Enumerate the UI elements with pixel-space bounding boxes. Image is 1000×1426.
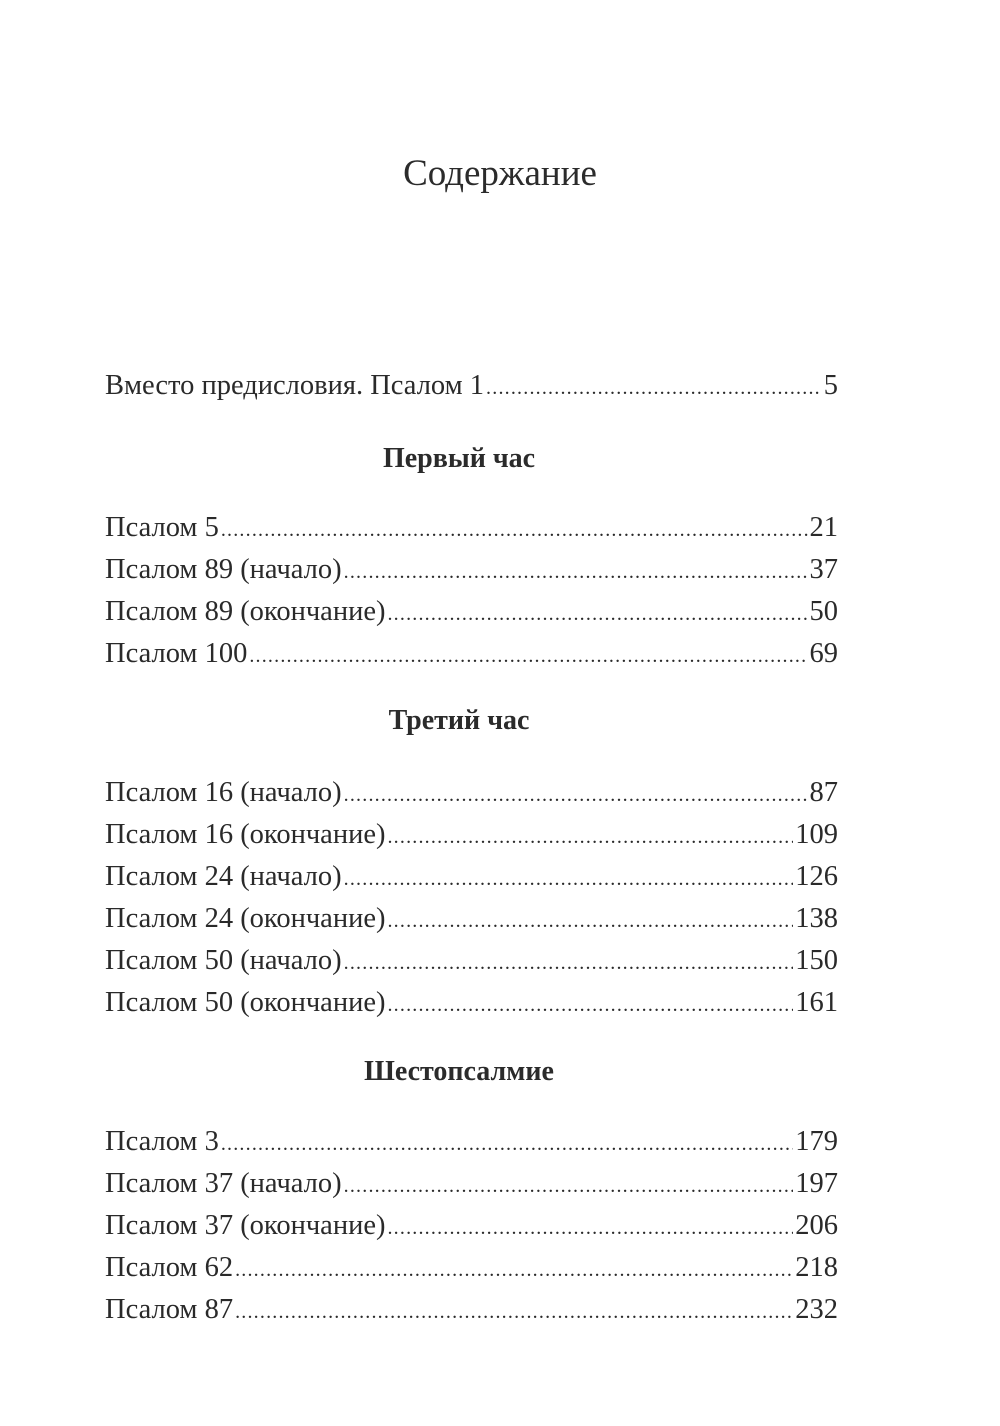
toc-entry-page: 150 [795,945,838,976]
toc-entry-label: Псалом 50 (начало) [105,945,342,976]
section-heading: Третий час [388,705,530,736]
toc-entry: Псалом 89 (начало) 37 [105,550,838,590]
toc-entry-label: Псалом 89 (начало) [105,554,342,585]
dot-leader [221,510,808,550]
toc-entry-label: Псалом 89 (окончание) [105,596,386,627]
toc-entry: Псалом 50 (окончание) 161 [105,983,838,1023]
toc-entry-label: Вместо предисловия. Псалом 1 [105,370,485,401]
toc-entry-page: 138 [795,903,838,934]
toc-entry-page: 218 [795,1252,838,1283]
toc-entry-page: 206 [795,1210,838,1241]
toc-entry-page: 197 [795,1168,838,1199]
toc-entry: Псалом 24 (окончание) 138 [105,899,838,939]
dot-leader [344,943,794,983]
toc-entry-label: Псалом 24 (начало) [105,861,342,892]
toc-entry-page: 126 [795,861,838,892]
dot-leader [235,1250,793,1290]
dot-leader [387,594,807,634]
toc-entry-page: 5 [823,370,838,401]
dot-leader [235,1292,793,1332]
toc-entry-label: Псалом 87 [105,1294,234,1325]
dot-leader [387,985,793,1025]
toc-entry: Псалом 24 (начало) 126 [105,857,838,897]
toc-entry: Псалом 89 (окончание) 50 [105,592,838,632]
toc-entry: Псалом 50 (начало) 150 [105,941,838,981]
toc-entry-page: 50 [809,596,839,627]
toc-entry-page: 37 [809,554,839,585]
toc-entry: Псалом 16 (окончание) 109 [105,815,838,855]
dot-leader [344,775,808,815]
dot-leader [344,859,794,899]
section-heading: Первый час [382,443,536,474]
toc-entry: Псалом 16 (начало) 87 [105,773,838,813]
section-heading: Шестопсалмие [364,1056,554,1087]
dot-leader [221,1124,793,1164]
toc-entry-label: Псалом 62 [105,1252,234,1283]
dot-leader [249,636,807,676]
toc-entry-page: 161 [795,987,838,1018]
toc-entry-label: Псалом 16 (окончание) [105,819,386,850]
dot-leader [344,1166,794,1206]
toc-entry: Псалом 37 (начало) 197 [105,1164,838,1204]
toc-entry-page: 87 [809,777,839,808]
toc-entry-label: Псалом 37 (начало) [105,1168,342,1199]
toc-entry-page: 179 [795,1126,838,1157]
dot-leader [387,817,793,857]
toc-entry: Псалом 87 232 [105,1290,838,1330]
toc-entry-label: Псалом 16 (начало) [105,777,342,808]
toc-entry: Псалом 3 179 [105,1122,838,1162]
toc-entry-page: 69 [809,638,839,669]
toc-entry: Псалом 5 21 [105,508,838,548]
toc-entry-page: 232 [795,1294,838,1325]
toc-entry-label: Псалом 50 (окончание) [105,987,386,1018]
toc-entry: Псалом 37 (окончание) 206 [105,1206,838,1246]
toc-entry-label: Псалом 100 [105,638,248,669]
toc-entry: Псалом 100 69 [105,634,838,674]
dot-leader [387,901,793,941]
toc-entry-page: 109 [795,819,838,850]
toc-entry: Псалом 62 218 [105,1248,838,1288]
toc-entry-label: Псалом 24 (окончание) [105,903,386,934]
toc-entry-label: Псалом 5 [105,512,219,543]
toc-entry-page: 21 [809,512,839,543]
dot-leader [344,552,808,592]
toc-entry-label: Псалом 3 [105,1126,219,1157]
page-title: Содержание [403,153,597,194]
dot-leader [486,368,822,408]
toc-entry: Вместо предисловия. Псалом 1 5 [105,366,838,406]
toc-entry-label: Псалом 37 (окончание) [105,1210,386,1241]
dot-leader [387,1208,793,1248]
